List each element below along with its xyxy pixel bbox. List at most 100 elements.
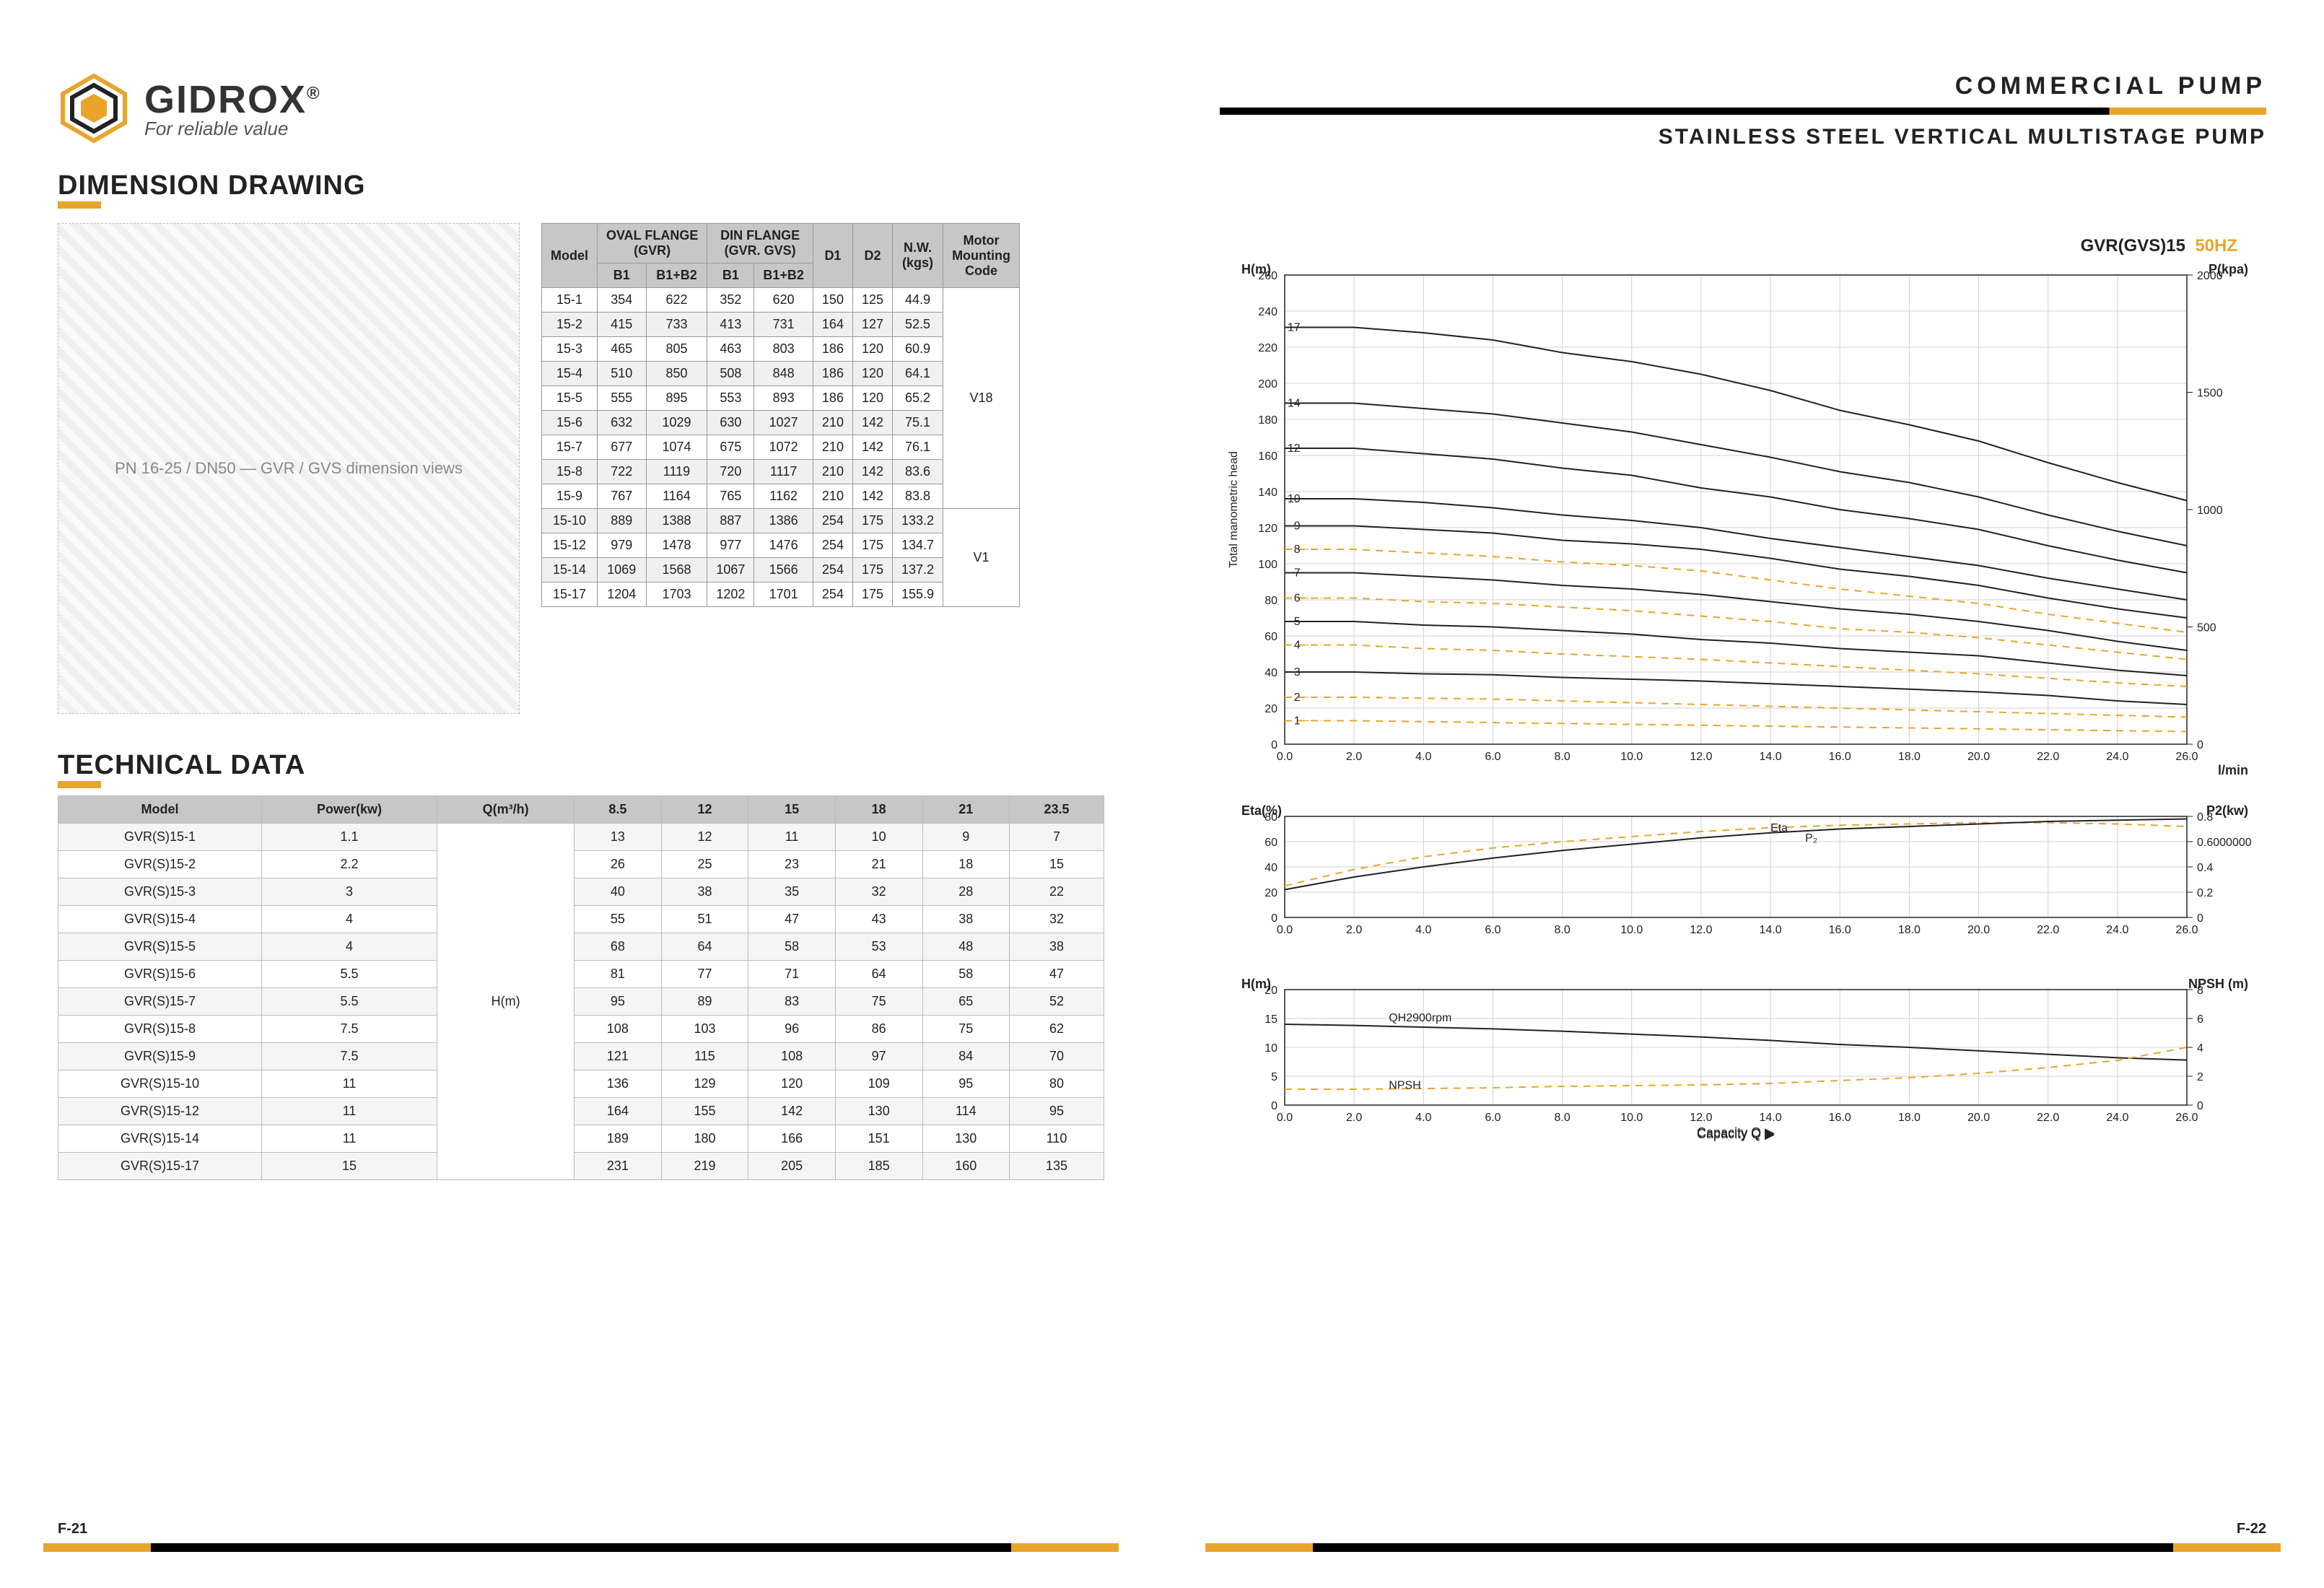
page-number-right: F-22 (2237, 1521, 2266, 1537)
svg-text:24.0: 24.0 (2106, 751, 2128, 763)
svg-text:P(kpa): P(kpa) (2209, 262, 2248, 276)
svg-text:8.0: 8.0 (1554, 1112, 1570, 1124)
svg-text:10.0: 10.0 (1620, 924, 1643, 936)
svg-text:Capacity Q ▶: Capacity Q ▶ (1697, 1127, 1775, 1141)
svg-text:14.0: 14.0 (1760, 751, 1782, 763)
svg-text:Eta: Eta (1770, 822, 1788, 834)
dimension-table: ModelOVAL FLANGE(GVR)DIN FLANGE(GVR. GVS… (541, 223, 1020, 607)
svg-text:14.0: 14.0 (1760, 924, 1782, 936)
svg-text:8: 8 (1294, 544, 1301, 556)
svg-text:20.0: 20.0 (1967, 924, 1990, 936)
svg-text:P₂: P₂ (1805, 832, 1817, 845)
svg-text:6: 6 (1294, 593, 1301, 605)
svg-text:Total manometric head: Total manometric head (1228, 451, 1240, 568)
svg-text:160: 160 (1258, 450, 1277, 463)
svg-text:14.0: 14.0 (1760, 1112, 1782, 1124)
svg-text:6: 6 (2197, 1013, 2203, 1026)
svg-text:4.0: 4.0 (1415, 751, 1431, 763)
svg-text:4: 4 (1294, 640, 1301, 652)
svg-text:1: 1 (1294, 715, 1301, 728)
svg-text:22.0: 22.0 (2037, 1112, 2059, 1124)
svg-text:3: 3 (1294, 666, 1301, 679)
svg-text:QH2900rpm: QH2900rpm (1389, 1012, 1451, 1024)
svg-text:0: 0 (1271, 739, 1277, 751)
svg-text:10.0: 10.0 (1620, 1112, 1643, 1124)
svg-text:H(m): H(m) (1241, 977, 1271, 991)
svg-text:12.0: 12.0 (1690, 1112, 1712, 1124)
svg-text:240: 240 (1258, 306, 1277, 318)
svg-text:500: 500 (2197, 622, 2216, 634)
svg-text:0: 0 (1271, 912, 1277, 925)
svg-text:15: 15 (1264, 1013, 1277, 1026)
pump-subtitle: STAINLESS STEEL VERTICAL MULTISTAGE PUMP (1220, 125, 2266, 149)
svg-text:17: 17 (1288, 322, 1301, 334)
svg-text:9: 9 (1294, 520, 1301, 533)
svg-text:12.0: 12.0 (1690, 751, 1712, 763)
svg-text:0: 0 (2197, 739, 2203, 751)
svg-text:6.0: 6.0 (1485, 751, 1500, 763)
svg-text:2: 2 (1294, 692, 1301, 704)
header-rule (1220, 108, 2266, 115)
svg-text:140: 140 (1258, 487, 1277, 499)
brand-logo: GIDROX® For reliable value (58, 72, 1104, 144)
svg-text:0.4: 0.4 (2197, 862, 2213, 874)
svg-text:18.0: 18.0 (1898, 751, 1921, 763)
svg-text:26.0: 26.0 (2175, 751, 2198, 763)
svg-text:60: 60 (1264, 837, 1277, 849)
svg-text:20: 20 (1264, 887, 1277, 899)
svg-text:16.0: 16.0 (1829, 924, 1851, 936)
svg-text:22.0: 22.0 (2037, 751, 2059, 763)
footer-rule (43, 1543, 1119, 1552)
svg-text:7: 7 (1294, 567, 1301, 580)
svg-text:24.0: 24.0 (2106, 1112, 2128, 1124)
chart-title: GVR(GVS)15 50HZ (1220, 236, 2266, 256)
svg-text:l/min: l/min (2218, 763, 2248, 777)
svg-text:1000: 1000 (2197, 505, 2223, 517)
svg-text:20.0: 20.0 (1967, 1112, 1990, 1124)
svg-text:2.0: 2.0 (1346, 751, 1362, 763)
dimension-heading: DIMENSION DRAWING (58, 170, 1104, 201)
svg-text:0.0: 0.0 (1277, 751, 1293, 763)
svg-text:0.0: 0.0 (1277, 924, 1293, 936)
brand-name: GIDROX (144, 78, 307, 121)
technical-table: ModelPower(kw)Q(m³/h)8.51215182123.5GVR(… (58, 795, 1104, 1180)
svg-text:8.0: 8.0 (1554, 924, 1570, 936)
svg-text:0.6000000000000001: 0.6000000000000001 (2197, 837, 2252, 849)
svg-text:120: 120 (1258, 523, 1277, 535)
svg-text:16.0: 16.0 (1829, 751, 1851, 763)
svg-text:2: 2 (2197, 1071, 2203, 1083)
commercial-title: COMMERCIAL PUMP (1220, 72, 2266, 100)
svg-text:16.0: 16.0 (1829, 1112, 1851, 1124)
svg-text:10.0: 10.0 (1620, 751, 1643, 763)
svg-text:6.0: 6.0 (1485, 1112, 1500, 1124)
eta-chart: 0.02.04.06.08.010.012.014.016.018.020.02… (1220, 802, 2252, 954)
svg-text:1500: 1500 (2197, 388, 2223, 400)
svg-text:100: 100 (1258, 559, 1277, 571)
svg-text:2.0: 2.0 (1346, 1112, 1362, 1124)
svg-text:18.0: 18.0 (1898, 924, 1921, 936)
footer-rule-right (1205, 1543, 2281, 1552)
svg-text:12: 12 (1288, 442, 1301, 455)
svg-text:26.0: 26.0 (2175, 1112, 2198, 1124)
svg-text:20.0: 20.0 (1967, 751, 1990, 763)
svg-text:NPSH (m): NPSH (m) (2188, 977, 2248, 991)
svg-text:0: 0 (2197, 1100, 2203, 1112)
svg-text:NPSH: NPSH (1389, 1080, 1420, 1092)
svg-text:4.0: 4.0 (1415, 1112, 1431, 1124)
technical-heading: TECHNICAL DATA (58, 750, 1104, 781)
svg-text:12.0: 12.0 (1690, 924, 1712, 936)
logo-icon (58, 72, 130, 144)
page-number-left: F-21 (58, 1521, 87, 1537)
svg-text:40: 40 (1264, 667, 1277, 679)
svg-text:22.0: 22.0 (2037, 924, 2059, 936)
npsh-chart: 0.02.04.06.08.010.012.014.016.018.020.02… (1220, 975, 2252, 1141)
svg-text:18.0: 18.0 (1898, 1112, 1921, 1124)
svg-text:10: 10 (1288, 493, 1301, 505)
svg-text:0: 0 (2197, 912, 2203, 925)
head-chart: 0.02.04.06.08.010.012.014.016.018.020.02… (1220, 261, 2252, 780)
svg-text:200: 200 (1258, 378, 1277, 391)
svg-text:6.0: 6.0 (1485, 924, 1500, 936)
svg-text:0.2: 0.2 (2197, 887, 2213, 899)
svg-text:Eta(%): Eta(%) (1241, 803, 1282, 818)
dimension-drawing: PN 16-25 / DN50 — GVR / GVS dimension vi… (58, 223, 520, 714)
